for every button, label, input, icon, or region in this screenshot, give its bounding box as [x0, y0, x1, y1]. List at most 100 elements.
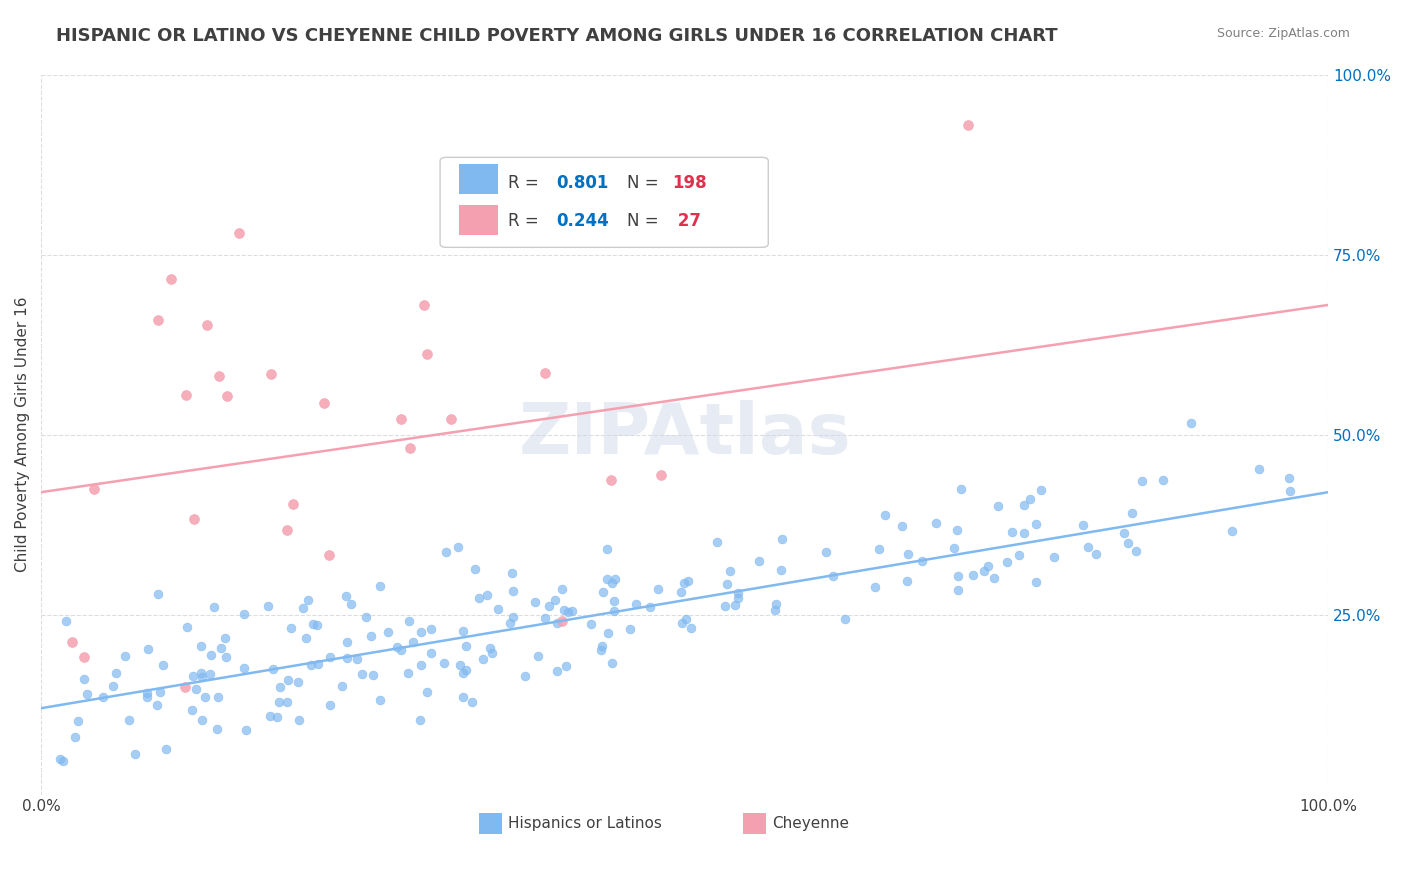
Point [456, 639, 478, 653]
Point [1116, 536, 1139, 550]
Point [1180, 416, 1202, 430]
Point [160, 272, 183, 286]
Y-axis label: Child Poverty Among Girls Under 16: Child Poverty Among Girls Under 16 [15, 297, 30, 573]
Point [434, 545, 457, 559]
FancyBboxPatch shape [440, 157, 768, 247]
Point [191, 670, 214, 684]
Point [962, 567, 984, 582]
Point [117, 713, 139, 727]
Point [1043, 550, 1066, 565]
Text: Source: ZipAtlas.com: Source: ZipAtlas.com [1216, 27, 1350, 40]
Point [546, 615, 568, 630]
Point [605, 572, 627, 586]
Point [995, 555, 1018, 569]
Point [1278, 484, 1301, 499]
Point [1001, 524, 1024, 539]
Point [413, 298, 436, 312]
Point [890, 519, 912, 533]
Bar [742, 813, 766, 834]
Point [447, 540, 470, 554]
Text: HISPANIC OR LATINO VS CHEYENNE CHILD POVERTY AMONG GIRLS UNDER 16 CORRELATION CH: HISPANIC OR LATINO VS CHEYENNE CHILD POV… [56, 27, 1057, 45]
Point [678, 574, 700, 588]
Point [544, 593, 567, 607]
Point [673, 575, 696, 590]
Point [207, 690, 229, 705]
Point [481, 646, 503, 660]
Point [468, 591, 491, 605]
Point [173, 680, 195, 694]
Point [267, 694, 290, 708]
Point [1025, 517, 1047, 532]
Point [277, 673, 299, 687]
Point [596, 573, 619, 587]
Point [307, 657, 329, 672]
Point [550, 614, 572, 628]
Point [1025, 574, 1047, 589]
Point [207, 723, 229, 737]
Text: 0.244: 0.244 [555, 212, 609, 230]
Point [340, 597, 363, 611]
Point [1132, 474, 1154, 488]
Point [727, 591, 749, 605]
Point [524, 594, 547, 608]
Point [370, 692, 392, 706]
Point [330, 679, 353, 693]
Point [152, 658, 174, 673]
Point [402, 635, 425, 649]
Point [834, 612, 856, 626]
Point [60, 635, 83, 649]
Point [949, 482, 972, 496]
Point [299, 657, 322, 672]
Point [983, 571, 1005, 585]
Point [1085, 547, 1108, 561]
Point [561, 605, 583, 619]
Point [256, 599, 278, 614]
Point [499, 615, 522, 630]
Point [716, 576, 738, 591]
Point [280, 621, 302, 635]
Point [214, 631, 236, 645]
Point [1125, 543, 1147, 558]
Point [93, 690, 115, 704]
Point [1277, 471, 1299, 485]
Point [269, 680, 291, 694]
Point [114, 649, 136, 664]
Point [228, 226, 250, 240]
Point [420, 646, 443, 660]
Point [385, 640, 408, 655]
Point [551, 582, 574, 596]
Point [1014, 498, 1036, 512]
Point [233, 607, 256, 621]
Point [198, 667, 221, 681]
Point [553, 603, 575, 617]
Point [262, 662, 284, 676]
Point [1018, 492, 1040, 507]
Point [259, 708, 281, 723]
Point [65, 730, 87, 744]
Point [451, 665, 474, 680]
Point [409, 657, 432, 672]
Point [136, 641, 159, 656]
Point [897, 547, 920, 561]
Point [276, 523, 298, 537]
Point [181, 668, 204, 682]
Point [194, 690, 217, 704]
Point [669, 585, 692, 599]
Point [461, 695, 484, 709]
Point [420, 622, 443, 636]
Point [183, 512, 205, 526]
Point [295, 632, 318, 646]
Point [336, 651, 359, 665]
Point [433, 656, 456, 670]
Point [671, 616, 693, 631]
Point [534, 610, 557, 624]
Point [534, 366, 557, 380]
Point [361, 668, 384, 682]
Point [1220, 524, 1243, 539]
Point [83, 482, 105, 496]
Point [260, 367, 283, 381]
Point [956, 118, 979, 132]
Point [276, 695, 298, 709]
Point [451, 690, 474, 705]
Point [292, 601, 315, 615]
